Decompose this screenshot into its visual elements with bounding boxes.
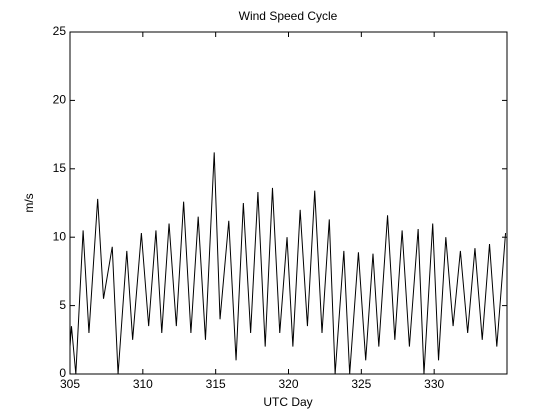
x-tick-label: 330 [424,377,444,391]
x-tick-label: 325 [351,377,371,391]
x-tick-label: 315 [206,377,226,391]
y-tick-label: 10 [53,229,67,243]
y-tick-label: 15 [53,161,67,175]
y-tick-label: 5 [59,298,66,312]
y-tick-label: 25 [53,24,67,38]
y-tick-label: 20 [53,93,67,107]
x-axis-label: UTC Day [263,395,312,409]
plot-frame [69,31,508,375]
chart-title: Wind Speed Cycle [239,9,338,23]
y-axis-label: m/s [22,193,36,212]
x-tick-label: 305 [60,377,80,391]
x-tick-label: 310 [133,377,153,391]
data-line [69,152,507,375]
y-tick-label: 0 [59,366,66,380]
x-tick-label: 320 [278,377,298,391]
